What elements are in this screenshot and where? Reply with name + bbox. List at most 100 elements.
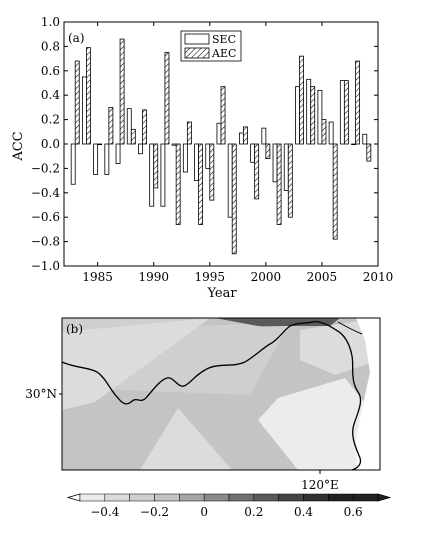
bar-sec-1986 — [104, 143, 110, 175]
colorbar: −0.4 −0.2 0 0.2 0.4 0.6 — [66, 493, 392, 519]
contour-region — [62, 318, 210, 410]
bar-aec-1983 — [74, 60, 80, 145]
filled-contour-field — [62, 318, 380, 470]
colorbar-tick-label: −0.4 — [90, 505, 120, 519]
x-axis-title: Year — [206, 286, 237, 301]
x-tick-label: 1985 — [82, 270, 113, 284]
bar-sec-1987 — [115, 143, 121, 164]
bar-sec-2003 — [295, 86, 300, 145]
x-tick-label: 1995 — [195, 270, 226, 284]
bar-sec-1997 — [227, 143, 233, 218]
bar-sec-1991 — [160, 143, 166, 207]
contour-region — [215, 318, 340, 326]
y-axis: −1.0 −0.8 −0.6 −0.4 −0.2 0.0 0.2 0.4 0.6 0.8 1.0 — [31, 15, 378, 273]
colorbar-segment — [253, 493, 279, 502]
bar-sec-1998 — [238, 132, 244, 145]
colorbar-segment — [228, 493, 255, 502]
bar-aec-2007 — [343, 80, 349, 145]
bar-sec-1999 — [250, 143, 256, 163]
bar-aec-2008 — [355, 60, 361, 145]
bar-sec-1996 — [216, 122, 222, 145]
bar-aec-1986 — [108, 107, 114, 145]
bar-sec-1995 — [205, 143, 211, 169]
panel-label-b: (b) — [66, 322, 83, 336]
bar-sec-2007 — [339, 80, 345, 145]
bar-aec-1990 — [153, 143, 159, 189]
bar-aec-1993 — [186, 121, 192, 145]
coastline — [337, 321, 363, 335]
bar-aec-2009 — [366, 143, 372, 162]
bar-sec-1988 — [126, 108, 132, 145]
bar-sec-1990 — [149, 143, 155, 207]
panel-label-a: (a) — [68, 31, 85, 45]
bar-sec-1994 — [194, 143, 199, 181]
bar-chart-panel-a: −1.0 −0.8 −0.6 −0.4 −0.2 0.0 0.2 0.4 0.6 0.8 1.0 1… — [11, 15, 393, 301]
colorbar-tick-label: 0.6 — [344, 505, 363, 519]
colorbar-segment — [129, 493, 155, 502]
bar-aec-1991 — [164, 52, 170, 145]
bar-sec-1989 — [138, 143, 143, 155]
bar-sec-2008 — [351, 143, 356, 146]
y-tick-label: 0.8 — [41, 39, 60, 53]
bar-aec-1992 — [175, 143, 181, 225]
y-tick-label: −0.4 — [31, 186, 61, 200]
bar-aec-2005 — [321, 119, 327, 145]
bar-series-group — [70, 38, 372, 255]
bar-sec-1983 — [70, 143, 76, 185]
lat-tick-label: 30°N — [25, 387, 57, 401]
colorbar-segment — [179, 493, 205, 502]
y-tick-label: 1.0 — [41, 15, 60, 29]
bar-aec-1988 — [130, 128, 136, 145]
colorbar-segment — [79, 493, 106, 502]
bar-aec-1989 — [142, 109, 147, 145]
y-tick-label: −0.8 — [31, 235, 60, 249]
legend-swatch-aec — [184, 47, 210, 59]
bar-aec-1998 — [243, 126, 248, 145]
legend-swatch-sec — [184, 33, 210, 45]
bar-sec-1984 — [81, 76, 87, 145]
bar-aec-1995 — [209, 143, 215, 201]
bar-aec-2002 — [287, 143, 293, 218]
bar-aec-1987 — [119, 38, 125, 145]
colorbar-extend-high — [377, 493, 392, 502]
y-tick-label: −1.0 — [31, 259, 60, 273]
colorbar-segment — [303, 493, 329, 502]
bar-aec-2003 — [299, 55, 304, 145]
legend-label-sec: SEC — [212, 33, 236, 46]
bar-sec-2000 — [261, 127, 267, 145]
legend: SEC AEC — [180, 30, 242, 62]
bar-aec-2004 — [310, 86, 316, 145]
colorbar-tick-label: −0.2 — [140, 505, 169, 519]
bar-sec-2001 — [272, 143, 278, 183]
x-tick-label: 2010 — [363, 270, 394, 284]
contour-region — [140, 408, 232, 470]
contour-region — [300, 318, 380, 375]
coastline — [62, 320, 362, 470]
colorbar-segment — [328, 493, 354, 502]
y-tick-label: 0.6 — [41, 64, 60, 78]
colorbar-tick-label: 0.2 — [244, 505, 263, 519]
lon-tick-label: 120°E — [301, 478, 339, 492]
bar-aec-2000 — [265, 143, 271, 160]
bar-aec-1994 — [198, 143, 204, 225]
contour-region — [258, 378, 372, 470]
x-tick-label: 2000 — [251, 270, 282, 284]
colorbar-segment — [352, 493, 379, 502]
colorbar-segment — [154, 493, 180, 502]
y-tick-label: 0.2 — [41, 113, 60, 127]
x-axis: 1985 1990 1995 2000 2005 2010 — [82, 22, 393, 284]
x-tick-label: 2005 — [307, 270, 338, 284]
y-axis-title: ACC — [11, 131, 26, 161]
y-tick-label: −0.6 — [31, 210, 60, 224]
sea-mask — [356, 318, 380, 470]
colorbar-tick-label: 0.4 — [294, 505, 313, 519]
bar-sec-1992 — [171, 143, 177, 146]
colorbar-tick-label: 0 — [200, 505, 208, 519]
bar-aec-1996 — [220, 86, 226, 145]
colorbar-extend-low — [66, 493, 81, 502]
map-panel-b: (b) 30°N 120°E −0.4 −0.2 0 0.2 0.4 0.6 — [25, 317, 392, 519]
bar-aec-2006 — [332, 143, 338, 240]
bar-aec-1985 — [97, 143, 103, 146]
colorbar-segment — [203, 493, 230, 502]
bar-sec-2004 — [306, 78, 312, 145]
